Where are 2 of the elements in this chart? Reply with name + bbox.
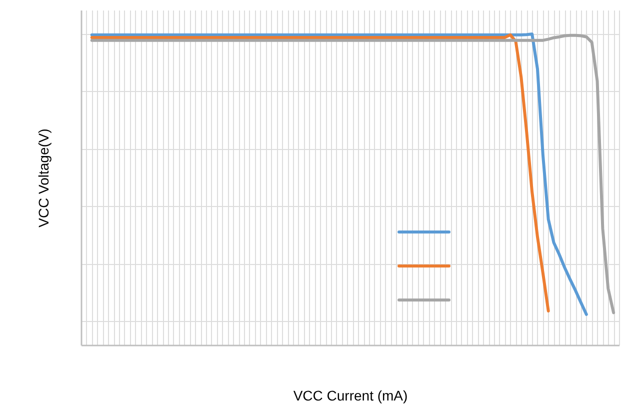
y-axis-title: VCC Voltage(V) <box>36 128 52 228</box>
x-axis-title: VCC Current (mA) <box>293 388 408 404</box>
